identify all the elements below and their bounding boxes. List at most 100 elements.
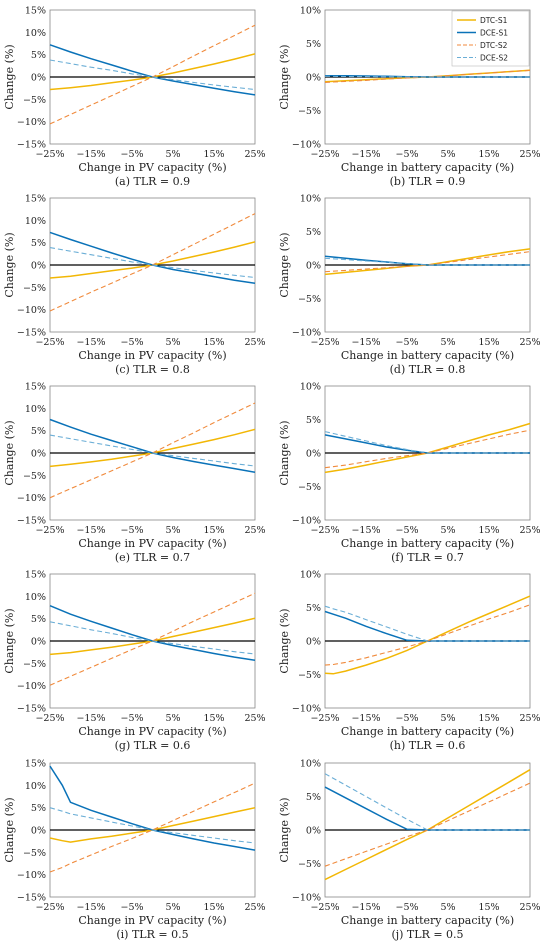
y-tick-label: 10%	[300, 6, 321, 17]
x-tick-label: 15%	[203, 713, 224, 724]
chart-panel-g: 15%10%5%0%−5%−10%−15%−25% −15% −5% 5% 15% 25%…	[3, 570, 266, 753]
panel-caption: (g) TLR = 0.6	[115, 739, 191, 752]
x-tick-label: −25%	[35, 337, 64, 348]
series-line-dtc-s2	[324, 782, 531, 867]
x-tick-label: −25%	[35, 525, 64, 536]
legend-label-dtc-s2: DTC-S2	[480, 41, 508, 50]
chart-panel-j: 10% 5% 0% −5% −10%−25% −15% −5% 5% 15% 25% Change …	[278, 759, 541, 942]
y-tick-label: −5%	[23, 95, 46, 106]
panel-caption: (h) TLR = 0.6	[390, 739, 466, 752]
series-line-dtc-s2	[49, 24, 256, 125]
y-tick-label: 0%	[31, 261, 46, 272]
x-tick-label: −15%	[351, 713, 380, 724]
x-axis-label: Change in battery capacity (%)	[341, 537, 514, 550]
y-tick-label: 5%	[31, 238, 46, 249]
x-tick-label: 5%	[440, 149, 455, 160]
y-tick-label: 15%	[25, 570, 46, 581]
y-tick-label: 5%	[306, 415, 321, 426]
y-tick-label: −15%	[17, 704, 46, 715]
x-tick-label: −25%	[310, 149, 339, 160]
panel-caption: (i) TLR = 0.5	[116, 928, 188, 941]
x-tick-label: −25%	[35, 902, 64, 913]
y-tick-label: 5%	[31, 426, 46, 437]
series-line-dtc-s2	[324, 69, 531, 83]
x-tick-label: 5%	[165, 149, 180, 160]
series-line-dtc-s2	[49, 592, 256, 686]
x-tick-label: 25%	[519, 149, 540, 160]
x-axis-label: Change in battery capacity (%)	[341, 161, 514, 174]
series-line-dtc-s2	[324, 429, 531, 469]
y-tick-label: −5%	[298, 859, 321, 870]
x-axis-label: Change in battery capacity (%)	[341, 914, 514, 927]
series-line-dce-s1	[324, 786, 530, 831]
y-axis-label: Change (%)	[278, 232, 291, 297]
x-tick-label: 5%	[165, 713, 180, 724]
x-axis-label: Change in PV capacity (%)	[78, 537, 226, 550]
y-tick-label: 0%	[306, 449, 321, 460]
x-tick-label: 5%	[165, 337, 180, 348]
y-tick-label: −10%	[292, 704, 321, 715]
series-line-dce-s1	[49, 765, 256, 851]
series-line-dtc-s2	[49, 402, 256, 499]
series-line-dce-s2	[324, 773, 530, 831]
y-tick-label: 0%	[31, 637, 46, 648]
x-tick-label: 25%	[244, 337, 265, 348]
y-axis-label: Change (%)	[278, 44, 291, 109]
panel-caption: (c) TLR = 0.8	[115, 363, 190, 376]
x-tick-label: −5%	[395, 713, 418, 724]
x-tick-label: 5%	[165, 902, 180, 913]
x-tick-label: 25%	[244, 525, 265, 536]
series-line-dce-s1	[324, 434, 530, 454]
chart-panel-e: 15%10%5%0%−5%−10%−15%−25% −15% −5% 5% 15% 25%…	[3, 382, 266, 565]
y-tick-label: −10%	[292, 516, 321, 527]
x-tick-label: −25%	[310, 525, 339, 536]
x-tick-label: 5%	[440, 713, 455, 724]
y-tick-label: 15%	[25, 6, 46, 17]
x-tick-label: −15%	[76, 525, 105, 536]
y-tick-label: −5%	[23, 471, 46, 482]
series-line-dce-s2	[324, 257, 530, 266]
x-tick-label: 25%	[244, 713, 265, 724]
y-tick-label: 5%	[31, 614, 46, 625]
y-tick-label: 15%	[25, 759, 46, 770]
y-tick-label: −5%	[23, 283, 46, 294]
x-tick-label: −5%	[120, 337, 143, 348]
y-tick-label: 10%	[25, 216, 46, 227]
series-line-dtc-s1	[324, 248, 531, 276]
y-tick-label: 10%	[300, 759, 321, 770]
y-tick-label: 5%	[31, 50, 46, 61]
x-tick-label: −15%	[76, 902, 105, 913]
y-tick-label: −5%	[23, 659, 46, 670]
x-tick-label: −15%	[76, 149, 105, 160]
y-tick-label: 15%	[25, 382, 46, 393]
x-tick-label: −5%	[120, 525, 143, 536]
series-line-dce-s1	[49, 231, 256, 285]
x-axis-label: Change in battery capacity (%)	[341, 725, 514, 738]
x-tick-label: 5%	[440, 525, 455, 536]
x-tick-label: −25%	[310, 713, 339, 724]
x-tick-label: −15%	[351, 337, 380, 348]
x-tick-label: 5%	[440, 337, 455, 348]
legend: DTC-S1 DCE-S1 DTC-S2 DCE-S2	[451, 10, 530, 67]
y-axis-label: Change (%)	[3, 420, 16, 485]
x-tick-label: −5%	[120, 902, 143, 913]
panel-caption: (j) TLR = 0.5	[391, 928, 463, 941]
series-line-dtc-s1	[49, 617, 256, 656]
chart-panel-f: 10% 5% 0% −5% −10%−25% −15% −5% 5% 15% 25% Change …	[278, 382, 541, 565]
legend-label-dtc-s1: DTC-S1	[480, 16, 508, 25]
x-tick-label: −15%	[76, 713, 105, 724]
x-tick-label: 15%	[478, 149, 499, 160]
chart-panel-b: 10% 5% 0% −5% −10%−25% −15% −5% 5% 15% 25% Change …	[278, 6, 541, 189]
series-line-dce-s2	[324, 75, 530, 78]
y-axis-label: Change (%)	[3, 608, 16, 673]
y-tick-label: −5%	[298, 482, 321, 493]
y-tick-label: 0%	[31, 73, 46, 84]
series-line-dtc-s1	[49, 428, 256, 468]
chart-panel-h: 10% 5% 0% −5% −10%−25% −15% −5% 5% 15% 25% Change …	[278, 570, 541, 753]
series-line-dce-s2	[49, 434, 256, 467]
x-tick-label: 15%	[478, 713, 499, 724]
panel-caption: (e) TLR = 0.7	[115, 551, 190, 564]
x-tick-label: 25%	[244, 149, 265, 160]
x-tick-label: 25%	[519, 902, 540, 913]
